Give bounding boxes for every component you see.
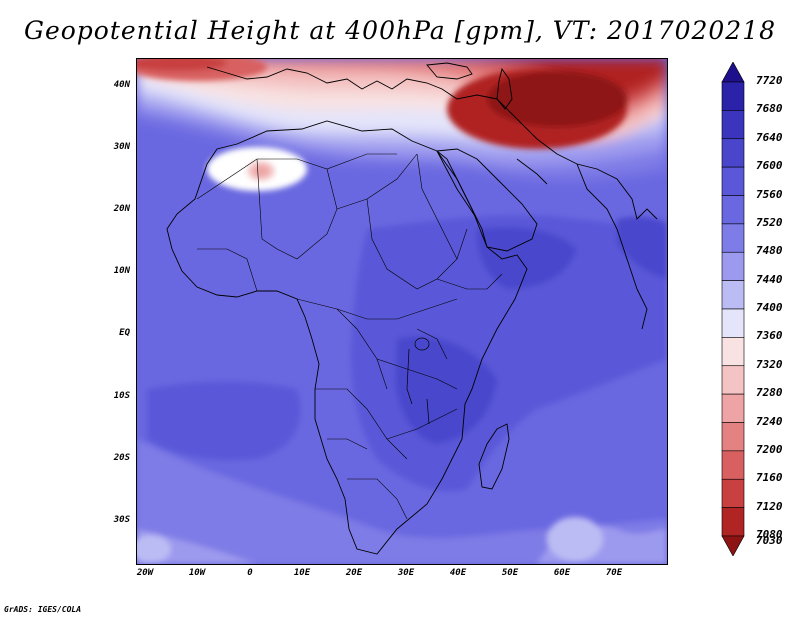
colorbar-label: 7600 — [756, 159, 783, 173]
colorbar-label: 7480 — [756, 244, 783, 258]
colorbar-label: 7520 — [756, 215, 783, 229]
map-title: Geopotential Height at 400hPa [gpm], VT:… — [23, 16, 777, 45]
colorbar-label: 7160 — [756, 471, 783, 485]
colorbar-label: 7200 — [756, 442, 783, 456]
colorbar-cell — [721, 507, 745, 537]
colorbar-cell — [721, 365, 745, 395]
colorbar-cell — [721, 535, 745, 556]
lat-label-20s: 20S — [113, 453, 130, 463]
lon-label-10e: 10E — [293, 568, 311, 578]
map-panel — [136, 58, 668, 565]
colorbar-cell — [721, 450, 745, 480]
lat-label-40n: 40N — [113, 80, 130, 90]
colorbar-cell — [721, 81, 745, 111]
colorbar-cell — [721, 110, 745, 140]
height-field — [137, 59, 667, 564]
colorbar-cell — [721, 393, 745, 423]
colorbar-cell — [721, 251, 745, 281]
colorbar-cell — [721, 280, 745, 310]
colorbar-label: 7360 — [756, 329, 783, 343]
colorbar-label: 7120 — [756, 499, 783, 513]
colorbar-cell — [721, 138, 745, 168]
colorbar-cell — [721, 308, 745, 338]
colorbar-label: 7560 — [756, 187, 783, 201]
lon-label-10w: 10W — [188, 568, 206, 578]
colorbar-cell — [721, 166, 745, 196]
lon-label-30e: 30E — [397, 568, 415, 578]
colorbar-label: 7280 — [756, 386, 783, 400]
colorbar-cell — [721, 422, 745, 452]
colorbar-cell — [721, 62, 745, 83]
lat-label-10n: 10N — [113, 266, 130, 276]
colorbar-cell — [721, 195, 745, 225]
colorbar-cell — [721, 337, 745, 367]
credit-text: GrADS: IGES/COLA — [4, 605, 82, 614]
colorbar-label: 7720 — [756, 74, 783, 87]
lon-label-20e: 20E — [345, 568, 363, 578]
lat-label-30n: 30N — [113, 142, 130, 152]
colorbar-label: 7400 — [756, 301, 783, 314]
colorbar-cell — [721, 478, 745, 508]
lon-label-0: 0 — [247, 568, 253, 578]
coastlines — [166, 62, 658, 555]
lon-label-60e: 60E — [553, 568, 571, 578]
country-borders — [196, 153, 503, 520]
colorbar-label: 7080 — [756, 528, 783, 541]
lon-label-20w: 20W — [136, 568, 154, 578]
colorbar — [721, 62, 745, 556]
colorbar-label: 7320 — [756, 357, 783, 371]
colorbar-label: 7030 — [756, 534, 783, 547]
colorbar-cell — [721, 223, 745, 253]
colorbar-label: 7440 — [756, 272, 783, 286]
colorbar-label: 7640 — [756, 130, 783, 144]
colorbar-label: 7240 — [756, 414, 783, 428]
colorbar-label: 7680 — [756, 102, 783, 116]
lat-label-30s: 30S — [113, 515, 130, 525]
lat-label-10s: 10S — [113, 391, 130, 401]
lat-label-20n: 20N — [113, 204, 130, 214]
lon-label-50e: 50E — [501, 568, 519, 578]
lon-label-40e: 40E — [449, 568, 467, 578]
lon-label-70e: 70E — [605, 568, 623, 578]
lat-label-eq: EQ — [119, 328, 130, 338]
